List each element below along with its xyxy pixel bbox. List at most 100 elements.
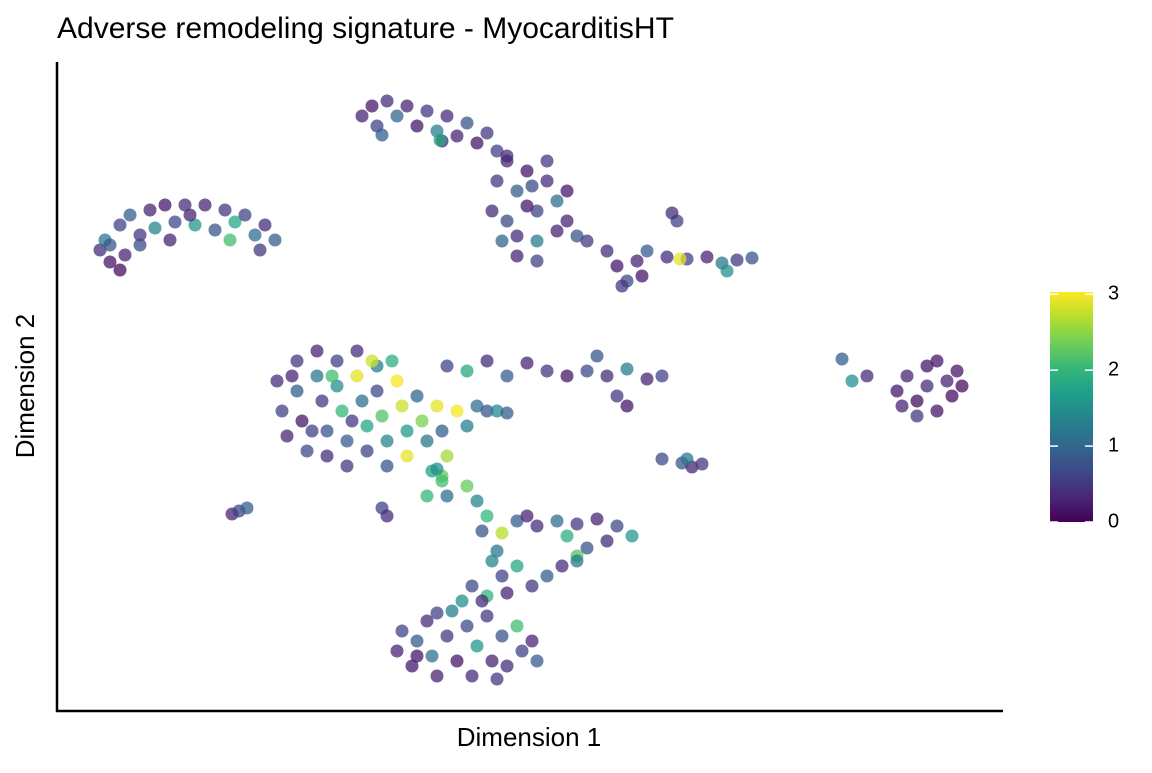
point (430, 606, 444, 620)
point (218, 203, 232, 217)
point (395, 399, 409, 413)
point (410, 634, 424, 648)
point (290, 354, 304, 368)
point (590, 512, 604, 526)
point (665, 206, 679, 220)
point (490, 404, 504, 418)
point (460, 479, 474, 493)
point (350, 369, 364, 383)
point (295, 414, 309, 428)
point (385, 354, 399, 368)
point (500, 154, 514, 168)
point (470, 399, 484, 413)
point (590, 349, 604, 363)
point (455, 594, 469, 608)
point (490, 174, 504, 188)
point (340, 434, 354, 448)
point (480, 509, 494, 523)
point (525, 634, 539, 648)
point (113, 263, 127, 277)
point (415, 414, 429, 428)
point (610, 259, 624, 273)
point (560, 214, 574, 228)
point (450, 404, 464, 418)
point (450, 129, 464, 143)
point (530, 234, 544, 248)
point (560, 529, 574, 543)
point (380, 459, 394, 473)
point (375, 409, 389, 423)
point (655, 452, 669, 466)
point (168, 215, 182, 229)
point (270, 374, 284, 388)
point (730, 253, 744, 267)
point (240, 501, 254, 515)
point (118, 248, 132, 262)
point (315, 394, 329, 408)
point (720, 264, 734, 278)
point (253, 243, 267, 257)
point (560, 369, 574, 383)
point (610, 389, 624, 403)
point (485, 204, 499, 218)
point (133, 228, 147, 242)
point (470, 639, 484, 653)
point (835, 352, 849, 366)
point (380, 509, 394, 523)
point (400, 449, 414, 463)
point (530, 654, 544, 668)
point (495, 569, 509, 583)
point (395, 624, 409, 638)
point (410, 119, 424, 133)
point (580, 541, 594, 555)
point (500, 406, 514, 420)
point (490, 672, 504, 686)
point (620, 399, 634, 413)
point (510, 184, 524, 198)
point (390, 644, 404, 658)
y-axis-label: Dimension 2 (10, 314, 40, 459)
point (470, 494, 484, 508)
point (345, 414, 359, 428)
point (440, 489, 454, 503)
point (480, 609, 494, 623)
point (335, 404, 349, 418)
colorbar-tick-label: 2 (1108, 358, 1119, 380)
colorbar-gradient (1050, 292, 1093, 522)
point (148, 221, 162, 235)
point (490, 544, 504, 558)
point (465, 669, 479, 683)
point (555, 559, 569, 573)
point (700, 250, 714, 264)
point (620, 362, 634, 376)
point (500, 369, 514, 383)
point (450, 654, 464, 668)
point (550, 514, 564, 528)
point (310, 344, 324, 358)
point (123, 208, 137, 222)
point (845, 374, 859, 388)
point (390, 374, 404, 388)
point (600, 244, 614, 258)
point (910, 394, 924, 408)
point (410, 389, 424, 403)
point (340, 459, 354, 473)
point (103, 255, 117, 269)
point (280, 429, 294, 443)
point (238, 208, 252, 222)
colorbar-tick-label: 0 (1108, 510, 1119, 532)
point (430, 669, 444, 683)
point (945, 389, 959, 403)
point (380, 434, 394, 448)
point (460, 619, 474, 633)
point (495, 526, 509, 540)
point (525, 179, 539, 193)
point (580, 234, 594, 248)
point (510, 514, 524, 528)
point (355, 394, 369, 408)
point (495, 234, 509, 248)
point (625, 529, 639, 543)
point (580, 364, 594, 378)
point (420, 104, 434, 118)
